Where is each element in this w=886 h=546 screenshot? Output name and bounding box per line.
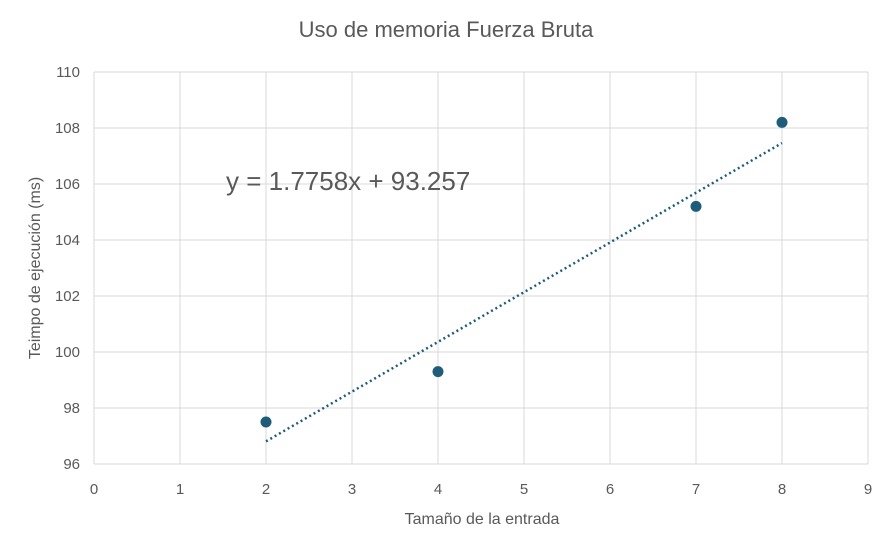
y-axis-title: Teimpo de ejecución (ms) [27,177,44,359]
x-tick-label: 5 [520,481,528,498]
y-tick-label: 110 [56,64,80,81]
trendline-layer [265,141,783,443]
x-tick-label: 3 [348,481,356,498]
grid [93,71,869,465]
x-tick-label: 0 [90,481,98,498]
data-points [260,116,788,428]
y-tick-label: 106 [55,176,80,193]
x-axis-title: Tamaño de la entrada [405,511,560,528]
data-point [690,200,702,212]
y-tick-label: 100 [55,344,80,361]
y-tick-label: 96 [63,456,80,473]
y-tick-label: 104 [55,232,80,249]
y-tick-label: 98 [63,400,80,417]
x-tick-label: 2 [262,481,270,498]
trendline-equation: y = 1.7758x + 93.257 [226,166,470,196]
data-point [432,366,444,378]
trendline [265,141,783,443]
data-point [776,116,788,128]
chart-title: Uso de memoria Fuerza Bruta [299,17,594,42]
x-tick-label: 4 [434,481,442,498]
axes: 0 1 2 3 4 5 6 7 8 9 96 98 100 102 104 106 108 110 [55,64,872,498]
x-tick-label: 1 [176,481,184,498]
y-tick-label: 108 [55,120,80,137]
x-tick-label: 9 [864,481,872,498]
x-tick-label: 6 [606,481,614,498]
data-point [260,416,272,428]
x-tick-label: 7 [692,481,700,498]
y-tick-label: 102 [55,288,80,305]
x-tick-label: 8 [778,481,786,498]
